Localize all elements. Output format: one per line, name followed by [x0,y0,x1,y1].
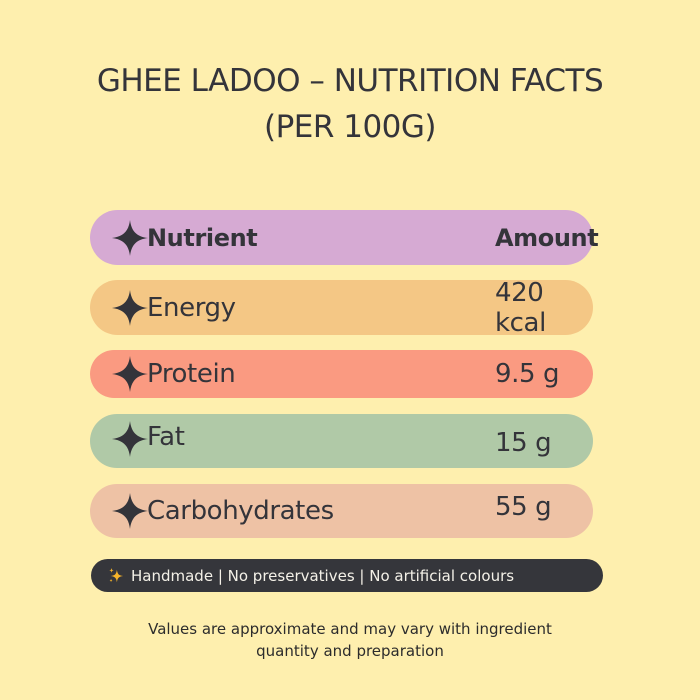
four-point-star-icon [111,492,149,530]
table-row-fat: Fat 15 g [90,414,593,468]
badge-text: Handmade | No preservatives | No artific… [131,566,515,585]
header-nutrient: Nutrient [147,223,258,252]
header-amount: Amount [495,223,599,252]
table-header-row: Nutrient Amount [90,210,599,265]
page-title: GHEE LADOO – NUTRITION FACTS (PER 100G) [0,58,700,150]
note-line-1: Values are approximate and may vary with… [148,620,552,638]
title-line-1: GHEE LADOO – NUTRITION FACTS [96,63,604,99]
table-row-protein: Protein 9.5 g [90,350,593,398]
four-point-star-icon [111,355,149,393]
nutrient-label: Carbohydrates [147,496,334,526]
nutrient-label: Protein [147,359,236,389]
nutrient-label: Energy [147,292,236,323]
four-point-star-icon [111,219,149,257]
nutrient-label: Fat [147,422,185,452]
features-badge: Handmade | No preservatives | No artific… [91,559,603,592]
nutrient-amount: 15 g [495,428,552,458]
table-row-carbohydrates: Carbohydrates 55 g [90,484,593,538]
four-point-star-icon [111,289,149,327]
sparkles-icon [107,567,125,585]
note-line-2: quantity and preparation [256,642,444,660]
nutrient-amount: 420 kcal [495,277,546,338]
nutrient-amount: 9.5 g [495,359,560,389]
table-row-energy: Energy 420 kcal [90,277,593,338]
nutrient-amount: 55 g [495,492,552,522]
disclaimer-note: Values are approximate and may vary with… [0,618,700,662]
four-point-star-icon [111,420,149,458]
title-line-2: (PER 100G) [263,109,437,145]
